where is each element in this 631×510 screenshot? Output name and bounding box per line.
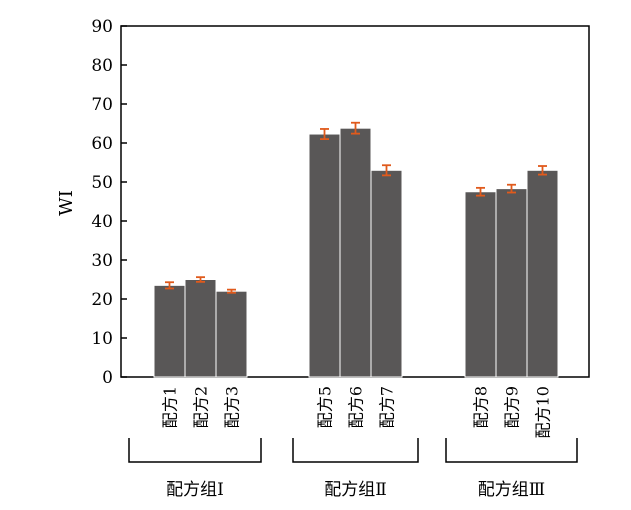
error-bar — [196, 276, 205, 283]
error-bar — [320, 128, 329, 141]
y-tick-label: 0 — [102, 368, 113, 388]
bar — [153, 284, 186, 378]
bar — [526, 169, 559, 378]
y-axis-title: WI — [56, 190, 77, 216]
error-bar — [507, 183, 516, 194]
category-label: 配方8 — [472, 386, 491, 428]
category-label: 配方7 — [378, 386, 397, 428]
error-bar — [227, 288, 236, 294]
bar — [339, 127, 372, 378]
error-bars — [165, 121, 547, 294]
category-label: 配方9 — [503, 386, 522, 428]
bar — [215, 290, 248, 378]
y-tick-label: 60 — [91, 134, 113, 154]
category-labels: 配方1 配方2 配方3 配方5 配方6 配方7 配方8 配方9 配方10 — [161, 386, 553, 438]
y-tick-label: 80 — [91, 56, 113, 76]
group-label: 配方组Ⅱ — [324, 480, 387, 500]
group-label: 配方组Ⅰ — [166, 480, 224, 500]
category-label: 配方10 — [534, 386, 553, 438]
bar — [464, 191, 497, 378]
category-label: 配方3 — [223, 386, 242, 428]
y-tick-label: 20 — [91, 290, 113, 310]
y-tick-label: 90 — [91, 17, 113, 37]
error-bar — [165, 281, 174, 290]
category-label: 配方1 — [161, 386, 180, 428]
y-tick-label: 70 — [91, 95, 113, 115]
bars — [153, 127, 559, 378]
y-tick-label: 50 — [91, 173, 113, 193]
bar — [308, 133, 341, 378]
error-bar — [538, 165, 547, 176]
error-bar — [351, 121, 360, 135]
y-tick-label: 10 — [91, 329, 113, 349]
bar — [370, 169, 403, 378]
group-label: 配方组Ⅲ — [478, 480, 545, 500]
category-label: 配方6 — [347, 386, 366, 428]
group-brackets: 配方组Ⅰ 配方组Ⅱ 配方组Ⅲ — [128, 438, 578, 500]
group-bracket: 配方组Ⅲ — [445, 438, 578, 500]
category-label: 配方5 — [316, 386, 335, 428]
bar — [184, 279, 217, 378]
y-tick-label: 30 — [91, 251, 113, 271]
y-tick-label: 40 — [91, 212, 113, 232]
category-label: 配方2 — [192, 386, 211, 428]
bar — [495, 188, 528, 378]
group-bracket: 配方组Ⅰ — [128, 438, 262, 500]
error-bar — [382, 164, 391, 177]
error-bar — [476, 186, 485, 197]
group-bracket: 配方组Ⅱ — [292, 438, 419, 500]
